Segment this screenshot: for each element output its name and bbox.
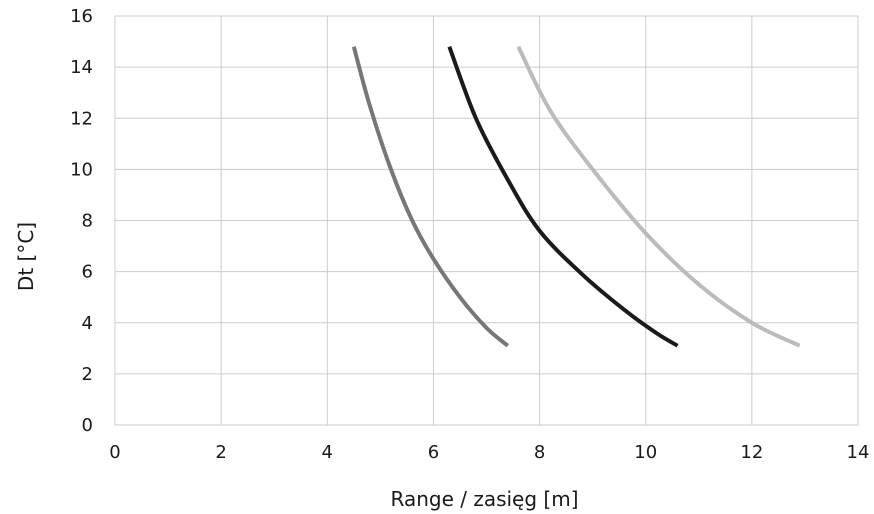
y-tick-label: 10 xyxy=(70,159,93,180)
x-tick-label: 10 xyxy=(634,442,657,463)
y-tick-label: 12 xyxy=(70,108,93,129)
grid-lines xyxy=(114,15,859,426)
y-axis-label: Dt [°C] xyxy=(14,222,38,291)
series-line-3 xyxy=(516,45,801,348)
y-tick-label: 6 xyxy=(82,262,93,283)
x-tick-label: 4 xyxy=(322,442,333,463)
x-tick-label: 12 xyxy=(740,442,763,463)
x-axis-label: Range / zasięg [m] xyxy=(390,487,578,511)
x-tick-label: 6 xyxy=(428,442,439,463)
y-tick-label: 4 xyxy=(82,313,93,334)
y-tick-label: 14 xyxy=(70,57,93,78)
x-tick-label: 2 xyxy=(215,442,226,463)
x-tick-label: 0 xyxy=(109,442,120,463)
series-line-2 xyxy=(447,45,679,348)
x-axis-ticks: 0 2 4 6 8 10 12 14 xyxy=(109,442,869,463)
y-tick-label: 0 xyxy=(82,415,93,436)
y-tick-label: 2 xyxy=(82,364,93,385)
y-tick-label: 8 xyxy=(82,211,93,232)
series-layer xyxy=(351,45,801,348)
y-tick-label: 16 xyxy=(70,6,93,27)
x-tick-label: 14 xyxy=(847,442,870,463)
y-axis-ticks: 0 2 4 6 8 10 12 14 16 xyxy=(70,6,93,436)
series-line-1 xyxy=(351,46,510,348)
x-tick-label: 8 xyxy=(534,442,545,463)
